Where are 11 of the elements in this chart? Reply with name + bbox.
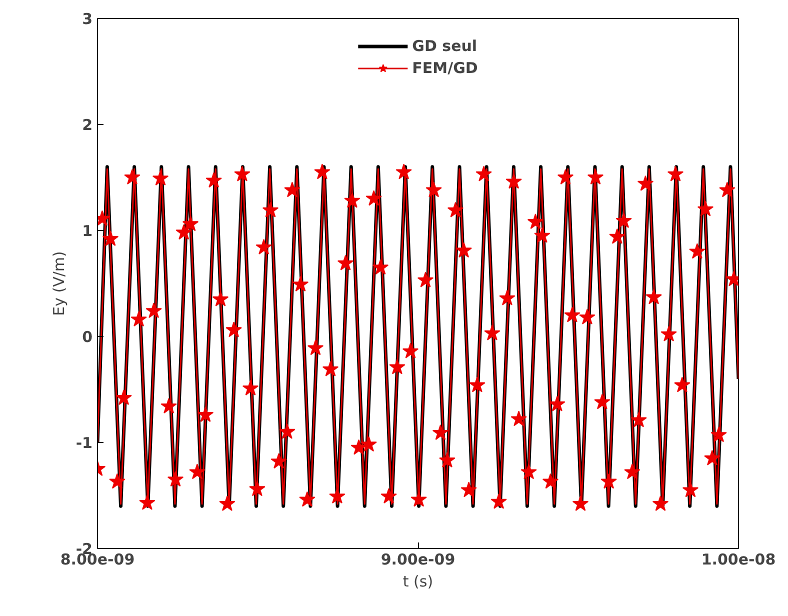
x-tick-label: 1.00e-08: [701, 550, 776, 568]
legend-label: FEM/GD: [412, 59, 478, 77]
y-tick-label: 1: [82, 222, 92, 240]
y-tick-label: 3: [82, 10, 92, 28]
y-axis-title: Ey (V/m): [50, 251, 68, 316]
x-tick-label: 9.00e-09: [380, 550, 456, 568]
y-tick-label: 2: [82, 116, 92, 134]
y-tick-label: -1: [76, 434, 93, 452]
x-axis-title: t (s): [402, 572, 434, 590]
y-tick-label: 0: [82, 328, 92, 346]
legend-label: GD seul: [412, 37, 478, 55]
